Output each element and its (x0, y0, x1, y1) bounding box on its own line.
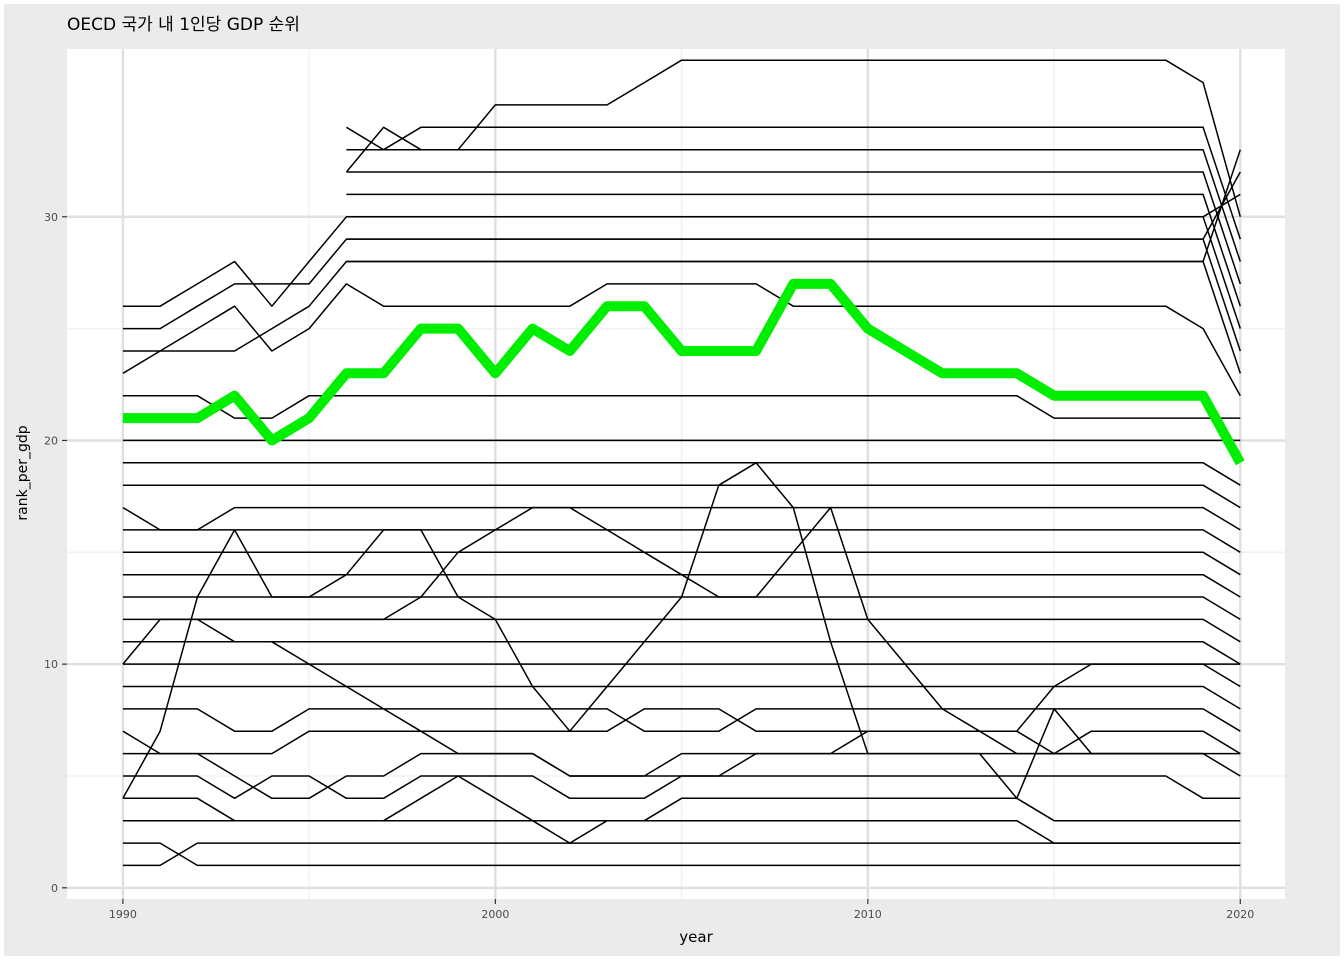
y-axis-label: rank_per_gdp (15, 425, 31, 520)
series-lines (122, 59, 1242, 867)
y-tick-label: 0 (51, 882, 58, 895)
series-line-16 (122, 529, 1241, 553)
x-tick-label: 2020 (1226, 908, 1254, 921)
axes: 1990 2000 2010 2020 0 10 20 30 (44, 211, 1254, 921)
highlight-series-line (122, 278, 1245, 466)
series-line-31 (346, 193, 1241, 218)
series-line-11 (122, 641, 1241, 665)
series-line-19 (122, 462, 1241, 486)
series-line-4 (122, 775, 1241, 844)
series-line-15 (122, 551, 1241, 576)
series-line-29 (346, 126, 1242, 240)
series-line-21 (122, 394, 1241, 419)
chart-title: OECD 국가 내 1인당 GDP 순위 (67, 15, 300, 35)
series-line-18 (122, 484, 1241, 509)
series-line-32 (346, 171, 1241, 240)
series-line-30 (345, 59, 1242, 218)
series-line-36 (122, 506, 1241, 732)
x-tick-label: 2010 (854, 908, 882, 921)
series-line-28 (346, 148, 1242, 262)
x-tick-label: 1990 (109, 908, 137, 921)
series-line-34 (197, 618, 1204, 777)
y-tick-label: 30 (44, 211, 58, 224)
y-tick-label: 20 (44, 434, 58, 447)
series-line-35 (122, 462, 1241, 800)
plot-panel (67, 49, 1285, 899)
y-tick-label: 10 (44, 658, 58, 671)
x-axis-label: year (679, 928, 713, 946)
series-line-27 (346, 171, 1242, 285)
series-line-26 (346, 193, 1242, 307)
series-line-33 (346, 149, 1242, 263)
series-line-17 (122, 506, 1241, 531)
highlight-series (122, 278, 1245, 466)
x-tick-label: 2000 (481, 908, 509, 921)
series-line-2 (122, 842, 1241, 867)
series-line-22 (122, 283, 1241, 397)
